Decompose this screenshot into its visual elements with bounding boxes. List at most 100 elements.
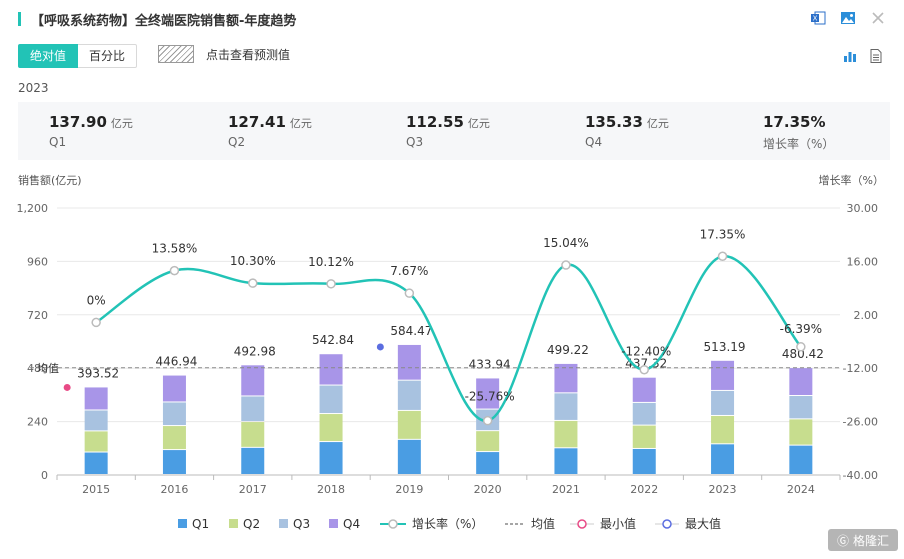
- y2-tick-label: -12.00: [843, 362, 878, 375]
- growth-label: 7.67%: [390, 264, 428, 278]
- legend-swatch: [178, 519, 187, 528]
- growth-label: 13.58%: [152, 242, 198, 256]
- y2-tick-label: 2.00: [854, 309, 879, 322]
- bar-segment: [476, 378, 500, 409]
- bar-segment: [162, 402, 186, 426]
- legend-swatch: [329, 519, 338, 528]
- bar-segment: [397, 344, 421, 380]
- document-icon[interactable]: [868, 48, 884, 64]
- bar-total-label: 492.98: [234, 344, 276, 358]
- x-tick-label: 2017: [239, 483, 267, 496]
- bar-total-label: 542.84: [312, 333, 354, 347]
- bar-chart-icon[interactable]: [842, 48, 858, 64]
- growth-label: 0%: [87, 293, 106, 307]
- legend-label: Q4: [343, 517, 360, 531]
- mode-toggle: 绝对值 百分比: [18, 44, 138, 68]
- growth-label: 15.04%: [543, 236, 589, 250]
- summary-item: 17.35% 增长率（%）: [763, 112, 834, 152]
- y-tick-label: 0: [41, 469, 48, 482]
- summary-value: 127.41: [228, 113, 286, 131]
- growth-label: -25.76%: [465, 390, 515, 404]
- summary-value: 135.33: [585, 113, 643, 131]
- excel-icon[interactable]: X: [810, 10, 826, 26]
- bar-segment: [397, 439, 421, 474]
- y-axis-title: 销售额(亿元): [18, 173, 82, 187]
- x-tick-label: 2018: [317, 483, 345, 496]
- forecast-label: 点击查看预测值: [206, 47, 291, 62]
- summary-unit: 亿元: [646, 117, 669, 130]
- y2-tick-label: -40.00: [843, 469, 878, 482]
- top-toolbar: X: [810, 10, 886, 26]
- bar-total-label: 433.94: [469, 357, 511, 371]
- summary-item: 112.55 亿元 Q3: [406, 112, 490, 149]
- y2-tick-label: 16.00: [847, 255, 879, 268]
- forecast-hatch-icon: [158, 45, 194, 63]
- bar-segment: [241, 422, 265, 447]
- summary-item: 135.33 亿元 Q4: [585, 112, 669, 149]
- growth-point: [639, 364, 649, 375]
- x-tick-label: 2020: [474, 483, 502, 496]
- x-tick-label: 2016: [160, 483, 188, 496]
- bar-total-label: 499.22: [547, 343, 589, 357]
- bar-segment: [554, 363, 578, 393]
- bar-segment: [162, 450, 186, 474]
- bar-segment: [397, 410, 421, 439]
- x-tick-label: 2015: [82, 483, 110, 496]
- bar-segment: [319, 442, 343, 474]
- summary-name: Q4: [585, 135, 603, 149]
- chart-area: 销售额(亿元) 增长率（%） 0 -40.00 240 -26.00 480 -12.00 72…: [0, 160, 904, 555]
- growth-label: 10.30%: [230, 254, 276, 268]
- mean-label: 均值: [37, 362, 59, 375]
- absolute-value-tab[interactable]: 绝对值: [18, 44, 79, 68]
- x-tick-label: 2021: [552, 483, 580, 496]
- bar-total-label: 393.52: [77, 366, 119, 380]
- summary-unit: 亿元: [467, 117, 490, 130]
- legend-label: 最大值: [685, 516, 721, 531]
- bar-segment: [554, 448, 578, 474]
- image-icon[interactable]: [840, 10, 856, 26]
- bar-segment: [162, 426, 186, 450]
- summary-name: Q1: [49, 135, 67, 149]
- y2-tick-label: 30.00: [847, 202, 879, 215]
- summary-unit: 亿元: [289, 117, 312, 130]
- bar-segment: [319, 385, 343, 414]
- summary-panel: 137.90 亿元 Q1 127.41 亿元 Q2 112.55 亿元 Q3 135.…: [18, 102, 890, 160]
- y-tick-label: 1,200: [17, 202, 49, 215]
- growth-point: [248, 278, 258, 288]
- growth-label: -6.39%: [780, 322, 822, 336]
- legend-label: Q3: [293, 517, 310, 531]
- summary-value: 137.90: [49, 113, 107, 131]
- growth-label: -12.40%: [621, 345, 671, 359]
- x-tick-label: 2019: [395, 483, 423, 496]
- growth-point: [482, 415, 493, 426]
- bar-total-label: 446.94: [155, 355, 197, 369]
- summary-name: Q2: [228, 135, 246, 149]
- x-tick-label: 2024: [787, 483, 815, 496]
- bar-segment: [711, 360, 735, 390]
- x-tick-label: 2023: [709, 483, 737, 496]
- watermark-text: 格隆汇: [853, 533, 890, 548]
- title-bar: 【呼吸系统药物】全终端医院销售额-年度趋势: [18, 9, 296, 29]
- year-label: 2023: [18, 81, 49, 95]
- bar-segment: [241, 447, 265, 474]
- forecast-toggle[interactable]: 点击查看预测值: [158, 45, 290, 63]
- sales-chart: 销售额(亿元) 增长率（%） 0 -40.00 240 -26.00 480 -12.00 72…: [17, 173, 885, 531]
- bar-segment: [632, 377, 656, 402]
- close-icon[interactable]: [870, 10, 886, 26]
- growth-point: [91, 317, 101, 328]
- y2-tick-label: -26.00: [843, 416, 878, 429]
- bar-segment: [476, 452, 500, 474]
- growth-line: [95, 254, 802, 422]
- bar-segment: [554, 420, 578, 448]
- y-tick-label: 960: [27, 255, 48, 268]
- bar-segment: [789, 368, 813, 396]
- growth-point: [796, 342, 806, 352]
- y-tick-label: 720: [27, 309, 48, 322]
- percent-tab[interactable]: 百分比: [78, 44, 138, 68]
- svg-text:X: X: [813, 15, 818, 23]
- y2-axis-title: 增长率（%）: [819, 173, 884, 187]
- legend-label: 增长率（%）: [412, 516, 483, 531]
- bar-segment: [84, 452, 108, 474]
- legend-swatch: [279, 519, 288, 528]
- y-tick-label: 480: [27, 362, 48, 375]
